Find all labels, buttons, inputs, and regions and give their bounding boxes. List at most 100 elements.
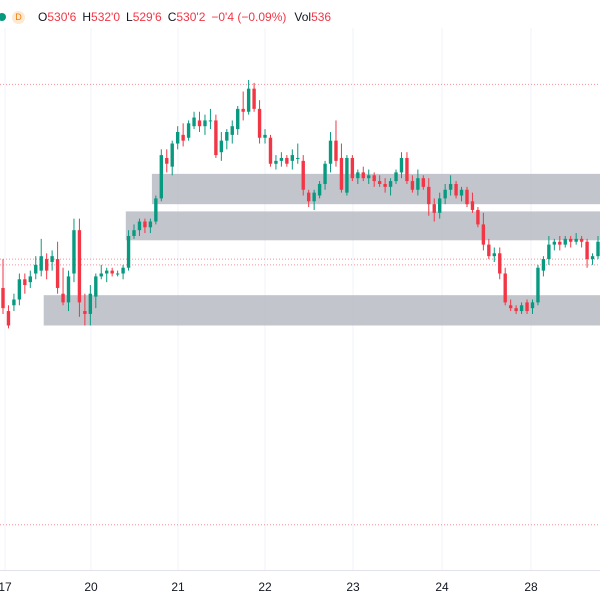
candle-body xyxy=(236,108,240,130)
candle-body xyxy=(50,256,54,262)
time-tick-label: 20 xyxy=(84,580,98,594)
candle-body xyxy=(115,273,120,275)
close-label: C xyxy=(167,10,177,24)
candle-body xyxy=(328,140,333,164)
candle-body xyxy=(44,259,49,271)
candle-body xyxy=(252,88,256,109)
candle-body xyxy=(132,230,136,236)
high-value: 532'0 xyxy=(91,10,121,24)
candle-body xyxy=(377,181,382,184)
candle-body xyxy=(99,273,103,277)
candle-body xyxy=(438,198,442,213)
candle-body xyxy=(350,157,355,179)
open-label: O xyxy=(38,10,48,24)
candle-body xyxy=(569,238,573,242)
low-value: 529'6 xyxy=(132,10,162,24)
time-axis[interactable]: 17 20 21 22 23 24 28 xyxy=(0,571,600,600)
candle-body xyxy=(367,175,371,179)
candle-body xyxy=(563,238,567,245)
candle-body xyxy=(552,241,557,245)
time-tick-label: 28 xyxy=(524,580,538,594)
change-value: −0'4 (−0.09%) xyxy=(211,10,287,24)
candle-body xyxy=(61,293,65,303)
candle-body xyxy=(83,311,87,314)
candle-body xyxy=(481,224,486,245)
candle-body xyxy=(492,253,496,257)
time-tick-label: 21 xyxy=(171,580,185,594)
time-tick-label: 22 xyxy=(258,580,272,594)
candle-body xyxy=(508,305,513,309)
candle-body xyxy=(383,183,387,187)
candle-body xyxy=(372,175,376,182)
candle-body xyxy=(241,108,245,112)
supply-demand-zone xyxy=(125,211,600,241)
candle-body xyxy=(317,183,322,196)
candle-body xyxy=(558,241,562,245)
candle-body xyxy=(399,157,404,173)
candle-body xyxy=(388,181,393,187)
candle-body xyxy=(410,181,415,190)
candle-body xyxy=(126,235,131,268)
candle-body xyxy=(121,267,125,274)
candle-body xyxy=(94,276,98,297)
candle-body xyxy=(66,276,71,303)
candle-body xyxy=(290,155,295,161)
candle-body xyxy=(175,131,180,144)
candle-body xyxy=(443,189,447,199)
candle-body xyxy=(574,238,578,242)
candle-body xyxy=(498,253,502,274)
candle-body xyxy=(17,279,22,300)
supply-demand-zone xyxy=(43,295,600,326)
candle-body xyxy=(23,279,27,286)
candle-body xyxy=(470,201,475,210)
candle-body xyxy=(394,172,398,182)
candle-body xyxy=(590,256,595,260)
candle-body xyxy=(536,267,540,303)
candle-body xyxy=(274,160,278,164)
candle-body xyxy=(465,189,469,205)
candle-body xyxy=(170,143,174,167)
candle-body xyxy=(137,221,142,231)
candle-body xyxy=(159,155,163,199)
candle-body xyxy=(356,172,360,179)
candle-body xyxy=(55,259,60,288)
candle-body xyxy=(208,120,213,122)
live-status-dot xyxy=(0,13,6,21)
candle-body xyxy=(39,256,43,271)
candle-body xyxy=(225,131,229,141)
candle-body xyxy=(214,120,218,156)
supply-demand-zone xyxy=(151,173,600,205)
interval-badge[interactable]: D xyxy=(12,10,25,24)
candle-body xyxy=(596,241,600,257)
price-chart[interactable] xyxy=(0,0,600,571)
candle-body xyxy=(448,183,453,190)
ohlc-legend: D O 530'6 H 532'0 L 529'6 C 530'2 −0'4 (−0.0… xyxy=(0,8,337,26)
candle-body xyxy=(427,186,431,205)
candle-body xyxy=(339,157,344,190)
candle-body xyxy=(432,204,436,213)
candle-body xyxy=(405,157,409,182)
candle-body xyxy=(361,172,365,179)
candle-body xyxy=(530,302,535,309)
candle-body xyxy=(476,209,480,225)
candle-body xyxy=(285,157,289,164)
candle-body xyxy=(263,134,267,138)
candle-body xyxy=(459,189,464,196)
volume-label: Vol xyxy=(294,10,312,24)
candle-body xyxy=(514,308,518,312)
candle-body xyxy=(246,88,251,112)
time-tick-label: 23 xyxy=(346,580,360,594)
candle-body xyxy=(541,259,546,271)
candle-body xyxy=(257,108,262,138)
candle-body xyxy=(334,140,338,161)
candle-body xyxy=(323,163,327,184)
candle-body xyxy=(34,264,38,274)
candle-body xyxy=(585,241,589,260)
candle-body xyxy=(219,140,224,153)
candle-body xyxy=(579,238,584,242)
candle-body xyxy=(181,134,185,141)
candle-body xyxy=(345,157,349,193)
candle-body xyxy=(28,276,32,283)
candle-body xyxy=(165,157,169,164)
candle-body xyxy=(77,230,82,303)
